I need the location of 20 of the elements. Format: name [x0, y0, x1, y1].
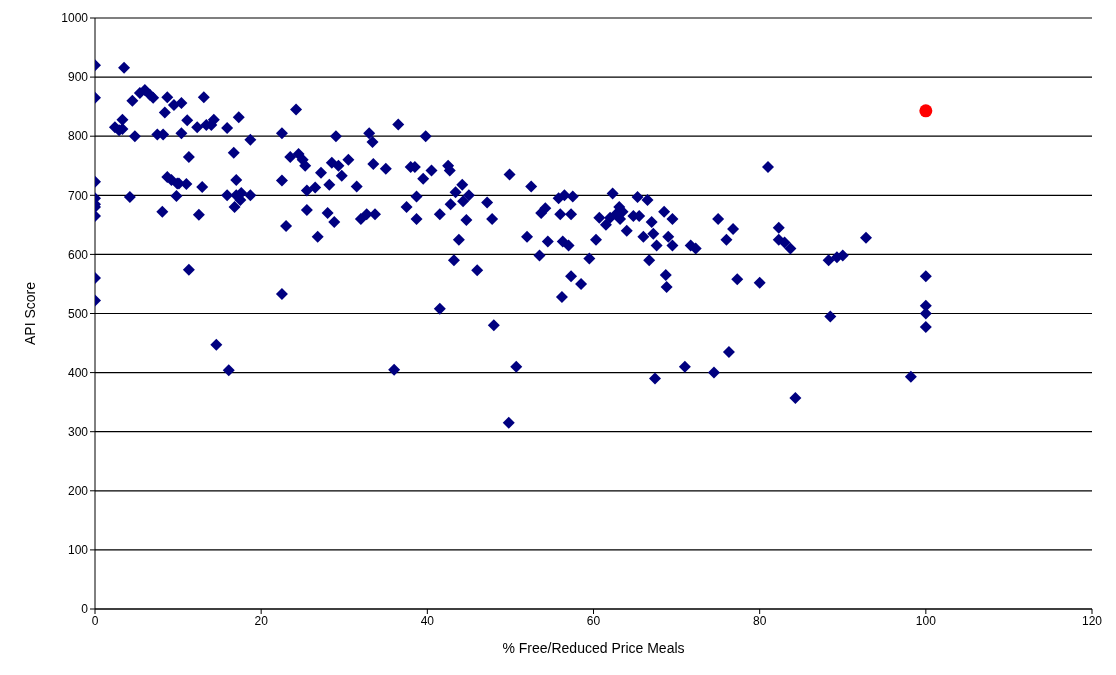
- y-tick-label: 400: [67, 365, 89, 380]
- y-axis-title: API Score: [21, 281, 38, 346]
- y-tick-label: 0: [81, 602, 89, 617]
- x-tick-label: 80: [752, 613, 767, 628]
- y-tick-label: 800: [67, 129, 89, 144]
- y-tick-label: 300: [67, 424, 89, 439]
- y-tick-label: 600: [67, 247, 89, 262]
- y-tick-label: 500: [67, 306, 89, 321]
- x-tick-label: 0: [91, 613, 99, 628]
- y-tick-label: 700: [67, 188, 89, 203]
- x-axis-title: % Free/Reduced Price Meals: [502, 640, 685, 656]
- x-tick-label: 20: [254, 613, 269, 628]
- x-tick-label: 100: [915, 613, 937, 628]
- y-tick-label: 1000: [61, 11, 89, 26]
- x-tick-label: 60: [586, 613, 601, 628]
- y-tick-label: 900: [67, 70, 89, 85]
- x-tick-label: 40: [420, 613, 435, 628]
- x-tick-label: 120: [1081, 613, 1103, 628]
- y-tick-label: 200: [67, 484, 89, 499]
- y-tick-label: 100: [67, 543, 89, 558]
